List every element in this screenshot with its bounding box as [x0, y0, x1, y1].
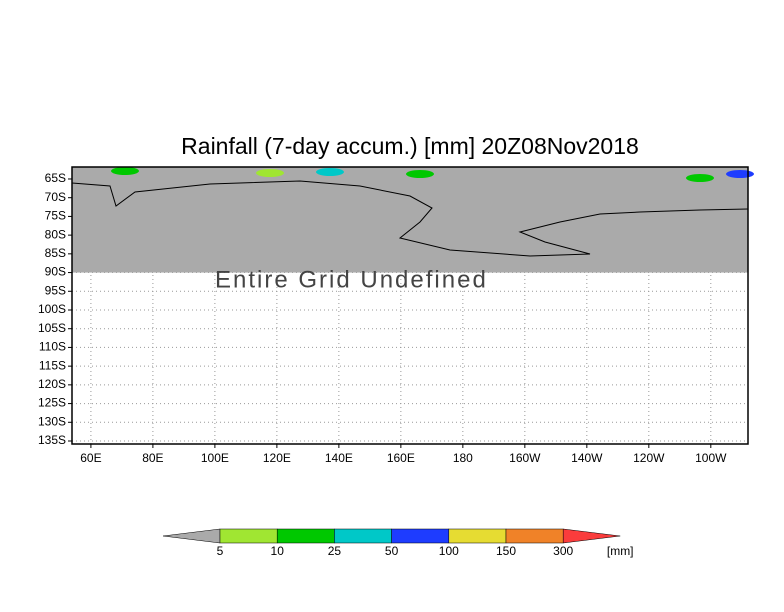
rain-patch	[316, 168, 344, 176]
lat-tick-label: 65S	[45, 171, 66, 185]
lat-tick-label: 135S	[38, 433, 66, 447]
colorbar-box	[448, 528, 507, 544]
rain-patch	[111, 167, 139, 175]
lon-tick-label: 160W	[509, 451, 541, 465]
lon-tick-label: 60E	[80, 451, 101, 465]
colorbar-arrow	[162, 528, 221, 544]
lat-tick-label: 110S	[39, 340, 66, 354]
rain-patch	[256, 169, 284, 177]
colorbar-label: 25	[328, 544, 342, 558]
lat-tick-label: 85S	[45, 246, 66, 260]
colorbar-label: 5	[217, 544, 224, 558]
lon-tick-label: 120E	[263, 451, 291, 465]
lat-tick-label: 115S	[39, 358, 66, 372]
rain-patch	[726, 170, 754, 178]
message: Entire Grid Undefined	[215, 266, 488, 293]
lat-tick-label: 105S	[38, 321, 66, 335]
undefined-region	[72, 167, 748, 273]
lon-tick-label: 100W	[695, 451, 727, 465]
lat-tick-label: 80S	[45, 227, 66, 241]
lon-tick-label: 100E	[201, 451, 229, 465]
colorbar-box	[505, 528, 564, 544]
colorbar-label: 150	[496, 544, 516, 558]
coastline	[71, 180, 749, 257]
colorbar-label: 300	[553, 544, 573, 558]
lat-tick-label: 70S	[45, 190, 66, 204]
title: Rainfall (7-day accum.) [mm] 20Z08Nov201…	[181, 133, 639, 159]
lon-tick-label: 180	[453, 451, 473, 465]
lon-tick-label: 120W	[633, 451, 665, 465]
rain-patch	[686, 174, 714, 182]
lat-tick-label: 120S	[38, 377, 66, 391]
lat-tick-label: 95S	[45, 283, 66, 297]
lon-tick-label: 140W	[571, 451, 603, 465]
lon-tick-label: 80E	[142, 451, 163, 465]
colorbar-box	[334, 528, 392, 544]
colorbar-box	[219, 528, 278, 544]
lat-tick-label: 75S	[45, 209, 66, 223]
rain-patch	[406, 170, 434, 178]
plot-frame	[71, 166, 749, 445]
colorbar-label: 100	[439, 544, 459, 558]
colorbar-arrow	[562, 528, 621, 544]
lat-tick-label: 125S	[38, 396, 66, 410]
colorbar-box	[391, 528, 450, 544]
lat-tick-label: 100S	[38, 302, 66, 316]
colorbar-unit: [mm]	[607, 544, 634, 558]
lat-tick-label: 130S	[38, 414, 66, 428]
colorbar-box	[276, 528, 335, 544]
lat-tick-label: 90S	[45, 265, 66, 279]
lon-tick-label: 160E	[387, 451, 415, 465]
lon-tick-label: 140E	[325, 451, 353, 465]
colorbar-label: 50	[385, 544, 399, 558]
colorbar-label: 10	[271, 544, 285, 558]
